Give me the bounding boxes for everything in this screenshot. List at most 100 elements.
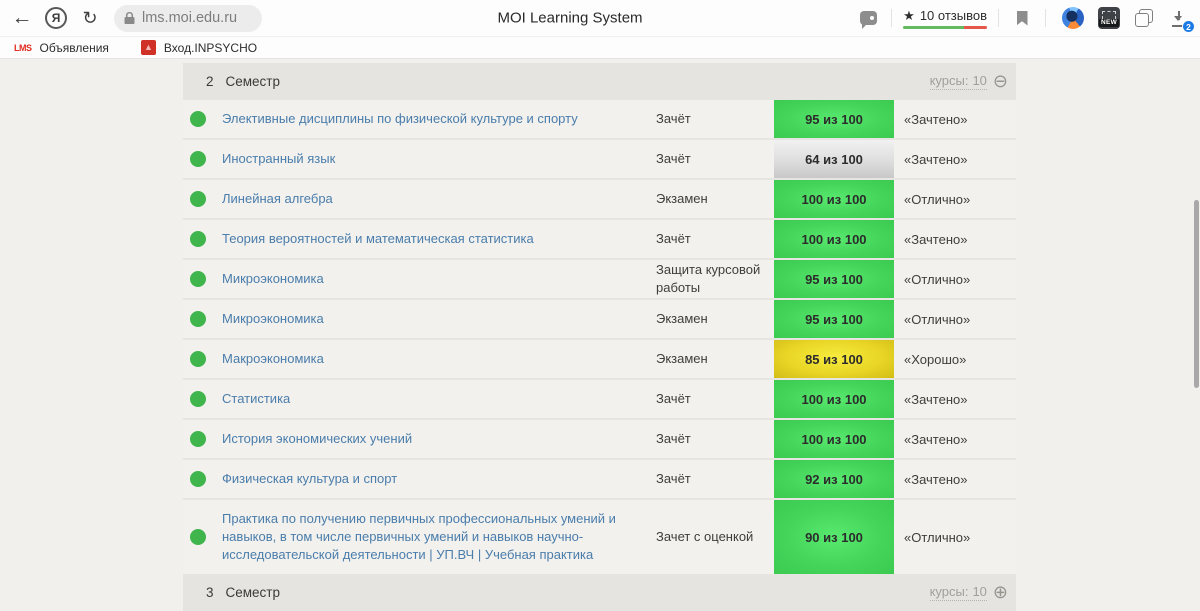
bookmark-label: Вход.INPSYCHO — [163, 40, 258, 55]
course-link[interactable]: Макроэкономика — [222, 351, 324, 366]
downloads-count-badge: 2 — [1182, 20, 1195, 33]
table-row: Элективные дисциплины по физической куль… — [183, 100, 1016, 138]
reviews-rating-bar — [903, 25, 987, 29]
table-row: История экономических учений Зачёт 100 из … — [183, 418, 1016, 458]
grade-text: «Отлично» — [904, 311, 971, 327]
url-text: lms.moi.edu.ru — [142, 10, 238, 26]
section-title: Семестр — [225, 74, 281, 89]
browser-extension-icon[interactable] — [1062, 7, 1084, 29]
score-badge: 64 из 100 — [774, 140, 894, 178]
protect-panel-button[interactable] — [854, 4, 882, 32]
grade-text: «Зачтено» — [904, 111, 968, 127]
table-row: Иностранный язык Зачёт 64 из 100 «Зачтено» — [183, 138, 1016, 178]
course-link[interactable]: Элективные дисциплины по физической куль… — [222, 111, 578, 126]
toolbar-divider — [998, 9, 999, 27]
exam-type: Зачет с оценкой — [656, 529, 754, 544]
download-base-line — [1172, 25, 1186, 27]
toolbar-right-group: ★ 10 отзывов NEW 2 — [854, 4, 1195, 33]
bookmark-item-inpsycho[interactable]: ▲ Вход.INPSYCHO — [137, 40, 261, 55]
collections-extension-icon[interactable] — [1134, 8, 1154, 28]
address-bar[interactable]: lms.moi.edu.ru — [114, 4, 262, 32]
scrollbar-thumb[interactable] — [1194, 200, 1199, 388]
course-link[interactable]: Физическая культура и спорт — [222, 471, 398, 486]
exam-type: Экзамен — [656, 191, 708, 206]
bookmark-label: Объявления — [39, 40, 109, 55]
score-badge: 100 из 100 — [774, 180, 894, 218]
grade-text: «Отлично» — [904, 191, 971, 207]
status-cell — [183, 271, 222, 287]
exam-type: Зачёт — [656, 111, 691, 126]
bookmark-item-announcements[interactable]: LMS Объявления — [10, 41, 113, 55]
score-badge: 100 из 100 — [774, 220, 894, 258]
refresh-button[interactable]: ↻ — [76, 4, 104, 32]
course-link[interactable]: Статистика — [222, 391, 291, 406]
status-cell — [183, 431, 222, 447]
table-row: Физическая культура и спорт Зачёт 92 из 10… — [183, 458, 1016, 498]
section-number: 3 — [206, 585, 214, 600]
exam-type: Зачёт — [656, 231, 691, 246]
bookmark-flag-icon — [1016, 10, 1028, 26]
page-content: 2 Семестр курсы: 10 ⊖ Элективные дисциплины п… — [0, 59, 1200, 611]
section-number: 2 — [206, 74, 214, 89]
yandex-logo-icon[interactable]: Я — [45, 7, 67, 29]
green-dot-icon — [190, 191, 206, 207]
lock-icon — [124, 11, 135, 25]
page-title: MOI Learning System — [497, 9, 643, 27]
course-link[interactable]: Иностранный язык — [222, 151, 336, 166]
grades-table: 2 Семестр курсы: 10 ⊖ Элективные дисциплины п… — [183, 63, 1016, 611]
green-dot-icon — [190, 529, 206, 545]
status-cell — [183, 391, 222, 407]
exam-type: Зачёт — [656, 471, 691, 486]
status-cell — [183, 191, 222, 207]
course-link[interactable]: Микроэкономика — [222, 311, 324, 326]
status-cell — [183, 231, 222, 247]
score-badge: 92 из 100 — [774, 460, 894, 498]
course-link[interactable]: Микроэкономика — [222, 271, 324, 286]
status-cell — [183, 471, 222, 487]
courses-label: курсы: — [929, 73, 969, 88]
expand-icon[interactable]: ⊕ — [992, 581, 1008, 603]
green-dot-icon — [190, 151, 206, 167]
exam-type: Зачёт — [656, 151, 691, 166]
grade-text: «Зачтено» — [904, 431, 968, 447]
grade-text: «Зачтено» — [904, 391, 968, 407]
rating-positive-bar — [903, 25, 964, 29]
course-link[interactable]: Линейная алгебра — [222, 191, 333, 206]
grade-text: «Зачтено» — [904, 151, 968, 167]
grade-text: «Хорошо» — [904, 351, 967, 367]
grade-text: «Зачтено» — [904, 471, 968, 487]
reviews-count-label: 10 отзывов — [919, 8, 987, 23]
table-row: Теория вероятностей и математическая ста… — [183, 218, 1016, 258]
rating-negative-bar — [963, 25, 987, 29]
protect-icon — [859, 11, 877, 29]
back-button[interactable]: ← — [8, 4, 36, 32]
screenshot-extension-icon[interactable]: NEW — [1098, 7, 1120, 29]
exam-type: Экзамен — [656, 311, 708, 326]
exam-type: Экзамен — [656, 351, 708, 366]
table-row: Микроэкономика Защита курсовой работы 95 и… — [183, 258, 1016, 298]
browser-toolbar: ← Я ↻ lms.moi.edu.ru MOI Learning System… — [0, 0, 1200, 37]
course-link[interactable]: Практика по получению первичных професси… — [222, 511, 616, 562]
score-badge: 100 из 100 — [774, 420, 894, 458]
courses-count-link[interactable]: курсы: 10 — [929, 584, 987, 601]
star-icon: ★ — [903, 7, 915, 23]
bookmark-page-button[interactable] — [1008, 4, 1036, 32]
bookmarks-bar: LMS Объявления ▲ Вход.INPSYCHO — [0, 37, 1200, 59]
grade-text: «Отлично» — [904, 529, 971, 545]
score-badge: 95 из 100 — [774, 300, 894, 338]
new-badge: NEW — [1098, 19, 1120, 27]
courses-label: курсы: — [929, 584, 969, 599]
downloads-button[interactable]: 2 — [1166, 5, 1195, 33]
course-link[interactable]: Теория вероятностей и математическая ста… — [222, 231, 534, 246]
collapse-icon[interactable]: ⊖ — [992, 70, 1008, 92]
exam-type: Зачёт — [656, 431, 691, 446]
section-header: 2 Семестр курсы: 10 ⊖ — [183, 63, 1016, 100]
course-link[interactable]: История экономических учений — [222, 431, 413, 446]
exam-type: Защита курсовой работы — [656, 262, 761, 295]
green-dot-icon — [190, 231, 206, 247]
grade-text: «Отлично» — [904, 271, 971, 287]
green-dot-icon — [190, 271, 206, 287]
site-reviews-button[interactable]: ★ 10 отзывов — [901, 8, 989, 29]
courses-count-link[interactable]: курсы: 10 — [929, 73, 987, 90]
